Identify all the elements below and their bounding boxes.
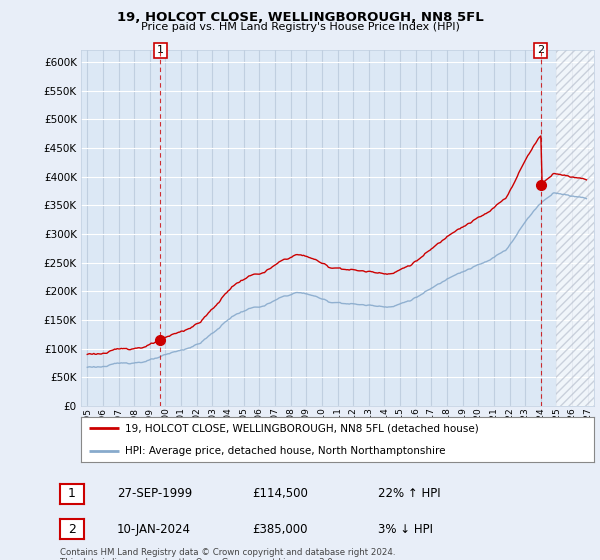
Text: 1: 1 [157, 45, 164, 55]
Text: £385,000: £385,000 [252, 522, 308, 536]
Text: 19, HOLCOT CLOSE, WELLINGBOROUGH, NN8 5FL (detached house): 19, HOLCOT CLOSE, WELLINGBOROUGH, NN8 5F… [125, 423, 478, 433]
Text: 3% ↓ HPI: 3% ↓ HPI [378, 522, 433, 536]
Text: £114,500: £114,500 [252, 487, 308, 501]
Text: 10-JAN-2024: 10-JAN-2024 [117, 522, 191, 536]
Text: 2: 2 [537, 45, 544, 55]
Text: Price paid vs. HM Land Registry's House Price Index (HPI): Price paid vs. HM Land Registry's House … [140, 22, 460, 32]
Text: 27-SEP-1999: 27-SEP-1999 [117, 487, 192, 501]
Text: 2: 2 [68, 522, 76, 536]
Text: Contains HM Land Registry data © Crown copyright and database right 2024.
This d: Contains HM Land Registry data © Crown c… [60, 548, 395, 560]
Text: HPI: Average price, detached house, North Northamptonshire: HPI: Average price, detached house, Nort… [125, 446, 445, 456]
Text: 19, HOLCOT CLOSE, WELLINGBOROUGH, NN8 5FL: 19, HOLCOT CLOSE, WELLINGBOROUGH, NN8 5F… [116, 11, 484, 24]
Text: 22% ↑ HPI: 22% ↑ HPI [378, 487, 440, 501]
Text: 1: 1 [68, 487, 76, 501]
